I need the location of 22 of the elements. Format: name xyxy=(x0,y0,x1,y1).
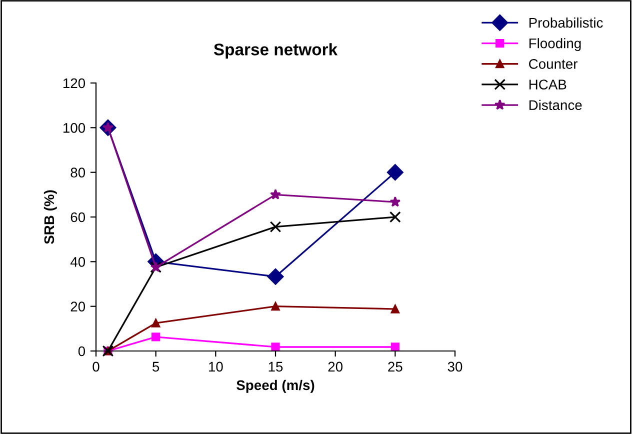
legend-label: Distance xyxy=(529,100,582,110)
chart-title: Sparse network xyxy=(214,43,338,59)
x-tick-label: 10 xyxy=(209,362,223,372)
x-tick-label: 15 xyxy=(268,362,283,372)
x-tick-label: 5 xyxy=(152,362,160,372)
x-tick-label: 25 xyxy=(388,362,402,372)
legend-label: Counter xyxy=(529,59,578,69)
x-tick-label: 30 xyxy=(448,362,462,372)
legend-label: HCAB xyxy=(529,80,566,90)
x-axis-title: Speed (m/s) xyxy=(236,380,314,393)
y-tick-label: 60 xyxy=(70,212,86,222)
y-tick-label: 120 xyxy=(63,78,86,88)
y-tick-label: 0 xyxy=(78,346,86,356)
x-tick-label: 0 xyxy=(92,362,100,372)
legend-label: Probabilistic xyxy=(529,18,603,28)
y-tick-label: 20 xyxy=(70,302,86,312)
y-tick-label: 40 xyxy=(70,257,86,267)
x-tick-label: 20 xyxy=(328,362,343,372)
legend-label: Flooding xyxy=(529,38,581,52)
y-axis-title: SRB (%) xyxy=(44,190,57,244)
y-tick-label: 100 xyxy=(63,123,86,133)
y-tick-label: 80 xyxy=(70,168,86,178)
